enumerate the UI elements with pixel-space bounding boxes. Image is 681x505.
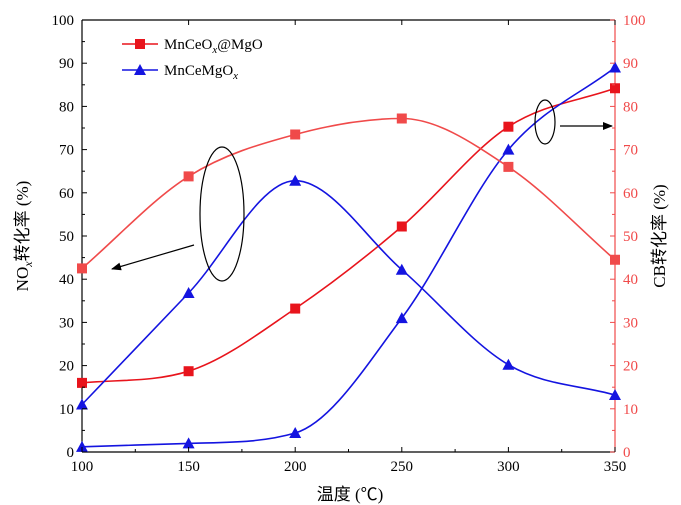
axis-ticks: 0 0 10 10 20 20 30 30 40 40 50 50 60 60 70 70 80 80 90 90 10… (52, 13, 646, 475)
right-group-ellipse (534, 99, 556, 145)
series-2-point (183, 171, 194, 182)
series-1-point (502, 143, 515, 155)
x-axis-title: 温度 (℃) (317, 485, 384, 504)
y-tick-label-left: 0 (67, 445, 75, 461)
y-axis-left-title: NOx转化率 (%) (13, 181, 35, 292)
y-tick-label-right: 80 (623, 99, 638, 115)
x-tick-label: 150 (177, 459, 200, 475)
legend-marker-square (135, 39, 145, 49)
x-tick-label: 300 (497, 459, 520, 475)
series-3-point (289, 174, 302, 186)
legend-marker-triangle (134, 64, 146, 75)
series-2-point (290, 129, 301, 140)
plot-frame (81, 19, 616, 453)
series-2-point (77, 263, 87, 274)
series-3-point (609, 388, 621, 400)
y-tick-label-right: 40 (623, 272, 638, 288)
y-tick-label-left: 30 (59, 315, 74, 331)
y-tick-label-right: 50 (623, 229, 638, 245)
y-tick-label-left: 90 (59, 56, 74, 72)
annotations (111, 99, 613, 282)
x-tick-label: 200 (284, 459, 307, 475)
legend: MnCeOx@MgO MnCeMgOx (122, 37, 263, 82)
series-0-point (396, 221, 407, 232)
x-tick-label: 100 (71, 459, 94, 475)
y-tick-label-right: 70 (623, 143, 638, 159)
series-3-point (502, 358, 515, 370)
series-3-point (76, 398, 88, 410)
y-tick-label-left: 50 (59, 229, 74, 245)
x-tick-label: 350 (604, 459, 627, 475)
y-tick-label-right: 30 (623, 315, 638, 331)
data-markers (76, 61, 621, 452)
y-tick-label-left: 80 (59, 99, 74, 115)
y-axis-right-title: CB转化率 (%) (650, 184, 669, 287)
y-tick-label-left: 60 (59, 186, 74, 202)
series-1-point (182, 437, 195, 449)
series-0-point (183, 366, 194, 377)
series-0-curve (81, 87, 616, 384)
series-3-point (395, 263, 408, 275)
series-2-point (503, 161, 514, 172)
y-tick-label-right: 90 (623, 56, 638, 72)
series-1-point (289, 426, 302, 438)
y-tick-label-left: 100 (52, 13, 75, 29)
y-tick-label-left: 70 (59, 143, 74, 159)
series-3-point (182, 287, 195, 299)
y-tick-label-right: 10 (623, 402, 638, 418)
y-tick-label-right: 100 (623, 13, 646, 29)
y-tick-label-left: 10 (59, 402, 74, 418)
series-3-curve (81, 179, 616, 406)
series-1-point (76, 440, 88, 452)
series-0-point (503, 121, 514, 132)
series-1-point (609, 61, 621, 73)
y-tick-label-right: 60 (623, 186, 638, 202)
legend-label-mncemgox: MnCeMgOx (164, 63, 238, 82)
left-axis-arrow (111, 244, 195, 271)
legend-label-mnceox-mgo: MnCeOx@MgO (164, 37, 263, 56)
x-tick-label: 250 (391, 459, 414, 475)
series-2-curve (81, 117, 616, 270)
series-0-point (610, 83, 620, 94)
series-0-point (290, 303, 301, 314)
left-group-ellipse (199, 146, 245, 282)
y-tick-label-right: 20 (623, 359, 638, 375)
series-2-point (396, 113, 407, 124)
series-0-point (77, 377, 87, 388)
series-2-point (610, 254, 620, 265)
y-tick-label-left: 40 (59, 272, 74, 288)
y-tick-label-left: 20 (59, 359, 74, 375)
series-1-point (395, 312, 408, 324)
y-tick-label-right: 0 (623, 445, 631, 461)
